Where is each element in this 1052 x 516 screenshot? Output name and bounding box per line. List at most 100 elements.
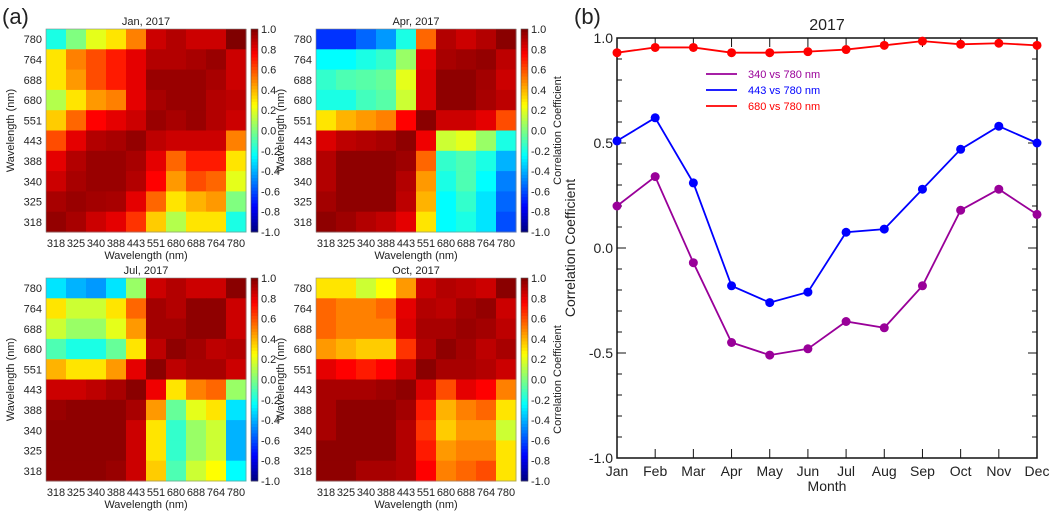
heatmap-cell xyxy=(396,171,417,192)
heatmap-cell xyxy=(316,29,337,50)
colorbar-segment xyxy=(521,184,528,188)
heatmap-cell xyxy=(396,49,417,71)
heatmap-cell xyxy=(376,29,397,50)
heatmap-title: Jan, 2017 xyxy=(122,16,170,28)
colorbar-segment xyxy=(251,414,258,418)
colorbar-tick-label: -0.4 xyxy=(531,415,550,427)
plot-frame xyxy=(315,28,517,233)
y-tick-label: 764 xyxy=(24,54,42,66)
heatmap-cell xyxy=(316,69,337,91)
colorbar-tick-label: 0.6 xyxy=(531,65,546,77)
colorbar-segment xyxy=(251,117,258,122)
heatmap-cell xyxy=(166,298,187,320)
colorbar-segment xyxy=(521,105,528,109)
colorbar-segment xyxy=(251,461,258,466)
plot-frame xyxy=(616,37,1038,459)
colorbar-segment xyxy=(251,354,258,358)
colorbar-segment xyxy=(251,341,258,346)
colorbar-segment xyxy=(521,395,528,399)
colorbar-segment xyxy=(521,303,528,307)
heatmap-cell xyxy=(376,110,397,131)
colorbar-segment xyxy=(521,297,528,301)
colorbar-segment xyxy=(251,187,258,192)
colorbar-tick-label: 0.0 xyxy=(261,126,276,138)
colorbar-tick-label: 1.0 xyxy=(531,24,546,36)
colorbar-segment xyxy=(251,471,258,476)
heatmap-cell xyxy=(436,399,457,421)
heatmap-cell xyxy=(66,89,87,111)
heatmap-cell xyxy=(376,89,397,111)
heatmap-cell xyxy=(66,49,87,71)
heatmap-cell xyxy=(416,89,437,111)
heatmap-cell xyxy=(106,49,127,71)
heatmap-cell xyxy=(496,399,517,421)
x-tick-label: 340 xyxy=(357,487,375,499)
heatmap-cell xyxy=(336,399,357,421)
colorbar-segment xyxy=(521,404,528,409)
heatmap-cell xyxy=(186,318,207,340)
colorbar-segment xyxy=(251,281,258,285)
y-tick-label: 388 xyxy=(294,156,312,168)
heatmap-cell xyxy=(376,359,397,380)
heatmap-cell xyxy=(356,399,377,421)
heatmap-cell xyxy=(476,359,497,380)
colorbar-segment xyxy=(251,395,258,399)
heatmap-jul: Jul, 20177807646886805514433883403253183… xyxy=(5,265,280,511)
heatmap-cell xyxy=(356,440,377,462)
heatmap-cell xyxy=(336,29,357,50)
heatmap-cell xyxy=(186,69,207,91)
panel-label-b: (b) xyxy=(574,4,601,29)
colorbar-segment xyxy=(251,209,258,214)
heatmap-cell xyxy=(86,278,107,299)
heatmap-cell xyxy=(416,191,437,213)
colorbar-segment xyxy=(251,48,258,52)
heatmap-cell xyxy=(316,318,337,340)
colorbar-segment xyxy=(251,385,258,390)
heatmap-cell xyxy=(476,338,497,360)
data-point xyxy=(994,38,1004,48)
heatmap-cell xyxy=(336,191,357,213)
heatmap-cell xyxy=(146,278,167,299)
heatmap-cell xyxy=(126,171,147,192)
heatmap-cell xyxy=(206,298,227,320)
heatmap-cell xyxy=(166,49,187,71)
heatmap-cell xyxy=(336,440,357,462)
colorbar-tick-label: -0.2 xyxy=(261,395,280,407)
heatmap-cell xyxy=(316,191,337,213)
colorbar-segment xyxy=(521,369,528,374)
heatmap-cell xyxy=(66,460,87,482)
heatmap-cell xyxy=(356,49,377,71)
colorbar-segment xyxy=(521,319,528,323)
colorbar-segment xyxy=(251,130,258,135)
heatmap-cell xyxy=(146,359,167,380)
colorbar-segment xyxy=(251,127,258,131)
heatmap-cell xyxy=(416,318,437,340)
heatmap-cell xyxy=(336,110,357,131)
x-tick-label: 325 xyxy=(337,487,355,499)
heatmap-cell xyxy=(126,379,147,401)
colorbar-segment xyxy=(251,92,258,97)
heatmap-cell xyxy=(186,359,207,380)
heatmap-title: Apr, 2017 xyxy=(392,16,439,28)
data-point xyxy=(612,136,622,146)
heatmap-cell xyxy=(356,318,377,340)
colorbar-segment xyxy=(521,108,528,112)
y-tick-label: 443 xyxy=(294,385,312,397)
y-axis-label: Wavelength (nm) xyxy=(275,338,287,421)
heatmap-cell xyxy=(86,49,107,71)
heatmap-cell xyxy=(206,150,227,172)
heatmap-cell xyxy=(126,191,147,213)
colorbar-segment xyxy=(521,212,528,217)
heatmap-cell xyxy=(46,89,67,111)
heatmap-cell xyxy=(146,171,167,192)
colorbar-segment xyxy=(251,398,258,403)
data-point xyxy=(727,281,737,291)
colorbar-tick-label: 0.4 xyxy=(531,334,546,346)
heatmap-cell xyxy=(206,110,227,131)
y-tick-label: 318 xyxy=(294,466,312,478)
heatmap-cell xyxy=(186,338,207,360)
colorbar-segment xyxy=(251,86,258,90)
heatmap-cell xyxy=(126,29,147,50)
colorbar-segment xyxy=(251,363,258,368)
colorbar-tick-label: 0.8 xyxy=(531,293,546,305)
